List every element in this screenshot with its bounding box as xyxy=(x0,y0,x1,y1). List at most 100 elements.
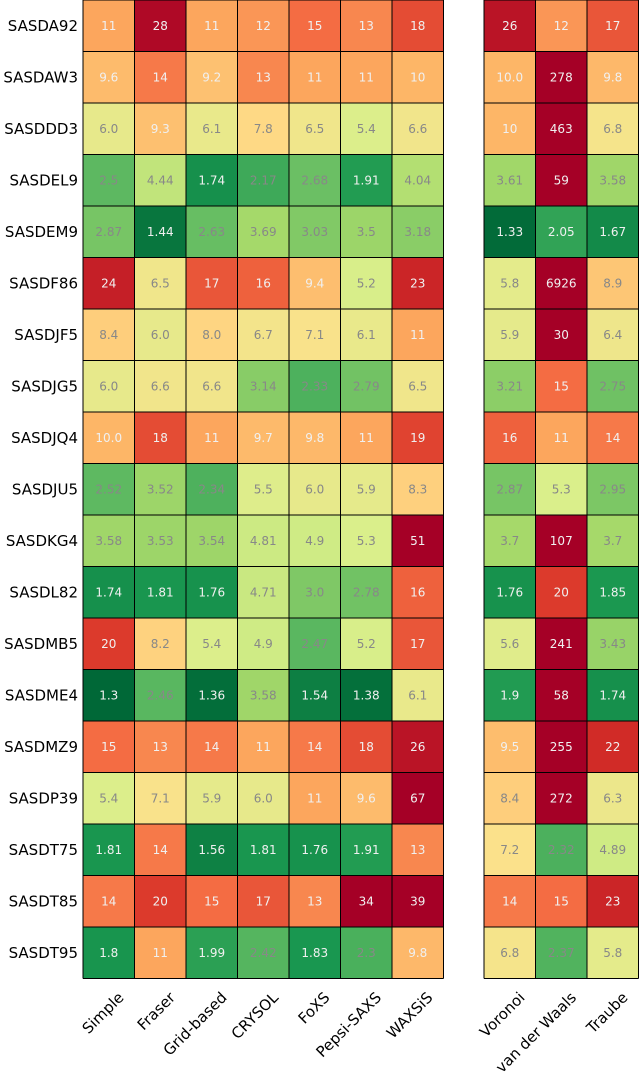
column-label: Voronoi xyxy=(476,989,528,1041)
cell-value-label: 2.52 xyxy=(95,482,122,496)
cell-value-label: 241 xyxy=(550,637,573,651)
heatmap-cell xyxy=(186,927,238,979)
row-label: SASDME4 xyxy=(5,686,78,704)
cell-value-label: 14 xyxy=(153,843,168,857)
heatmap-cell xyxy=(484,412,536,464)
cell-value-label: 6.7 xyxy=(254,328,273,342)
cell-value-label: 5.5 xyxy=(254,482,273,496)
cell-value-label: 6.6 xyxy=(151,379,170,393)
heatmap-cell xyxy=(484,772,536,824)
heatmap-cell xyxy=(237,566,289,618)
cell-value-label: 11 xyxy=(307,791,322,805)
cell-value-label: 30 xyxy=(554,328,569,342)
heatmap-cell xyxy=(134,463,186,515)
heatmap-cell xyxy=(134,669,186,721)
heatmap-cell xyxy=(587,309,639,361)
cell-value-label: 5.4 xyxy=(202,637,221,651)
cell-value-label: 16 xyxy=(256,276,271,290)
cell-value-label: 3.5 xyxy=(357,225,376,239)
heatmap-cell xyxy=(340,824,392,876)
heatmap-cell xyxy=(484,875,536,927)
heatmap-panel-2: 26 12 17 10.0 278 9.8 10 463 6.8 3.61 59 3.58 1.33 2.… xyxy=(483,0,639,979)
cell-value-label: 3.69 xyxy=(250,225,277,239)
cell-value-label: 3.61 xyxy=(496,173,523,187)
cell-value-label: 11 xyxy=(359,70,374,84)
heatmap-cell xyxy=(587,206,639,258)
cell-value-label: 1.74 xyxy=(95,585,122,599)
cell-value-label: 3.53 xyxy=(147,534,174,548)
cell-value-label: 9.8 xyxy=(408,946,427,960)
cell-value-label: 14 xyxy=(307,740,322,754)
cell-value-label: 6.1 xyxy=(408,688,427,702)
cell-value-label: 4.89 xyxy=(599,843,626,857)
cell-value-label: 4.04 xyxy=(404,173,431,187)
heatmap-cell xyxy=(484,515,536,567)
heatmap-cell xyxy=(392,669,444,721)
heatmap-cell xyxy=(340,206,392,258)
heatmap-cell xyxy=(289,51,341,103)
cell-value-label: 11 xyxy=(307,70,322,84)
cell-value-label: 1.67 xyxy=(599,225,626,239)
heatmap-cell xyxy=(237,0,289,52)
heatmap-cell xyxy=(134,154,186,206)
column-label: Fraser xyxy=(134,988,180,1034)
heatmap-cell xyxy=(289,463,341,515)
heatmap-cell xyxy=(289,103,341,155)
cell-value-label: 18 xyxy=(359,740,374,754)
heatmap-cell xyxy=(535,103,587,155)
heatmap-cell xyxy=(340,669,392,721)
heatmap-cell xyxy=(237,51,289,103)
heatmap-cell xyxy=(83,824,135,876)
heatmap-cell xyxy=(484,154,536,206)
heatmap-cell xyxy=(289,875,341,927)
cell-value-label: 5.8 xyxy=(500,276,519,290)
cell-value-label: 278 xyxy=(550,70,573,84)
heatmap-cell xyxy=(535,618,587,670)
cell-value-label: 11 xyxy=(554,431,569,445)
heatmap-cell xyxy=(392,721,444,773)
heatmap-cell xyxy=(484,824,536,876)
cell-value-label: 18 xyxy=(410,19,425,33)
heatmap-cell xyxy=(186,669,238,721)
cell-value-label: 1.81 xyxy=(95,843,122,857)
cell-value-label: 34 xyxy=(359,894,374,908)
cell-value-label: 14 xyxy=(502,894,517,908)
heatmap-cell xyxy=(83,669,135,721)
heatmap-cell xyxy=(340,309,392,361)
heatmap-cell xyxy=(535,257,587,309)
heatmap-cell xyxy=(289,360,341,412)
cell-value-label: 2.78 xyxy=(353,585,380,599)
column-label: CRYSOL xyxy=(228,988,283,1043)
cell-value-label: 26 xyxy=(502,19,517,33)
cell-value-label: 2.34 xyxy=(198,482,225,496)
cell-value-label: 255 xyxy=(550,740,573,754)
heatmap-cell xyxy=(392,824,444,876)
heatmap-cell xyxy=(340,772,392,824)
cell-value-label: 5.8 xyxy=(603,946,622,960)
cell-value-label: 28 xyxy=(153,19,168,33)
cell-value-label: 1.76 xyxy=(301,843,328,857)
heatmap-cell xyxy=(237,721,289,773)
cell-value-label: 1.38 xyxy=(353,688,380,702)
cell-value-label: 2.47 xyxy=(301,637,328,651)
heatmap-cell xyxy=(134,875,186,927)
heatmap-cell xyxy=(392,154,444,206)
heatmap-cell xyxy=(83,927,135,979)
heatmap-cell xyxy=(392,103,444,155)
cell-value-label: 1.91 xyxy=(353,843,380,857)
cell-value-label: 5.2 xyxy=(357,276,376,290)
cell-value-label: 6.8 xyxy=(603,122,622,136)
cells-layer: 11 28 11 12 15 13 18 9.6 14 9.2 13 11 11 10 6.0 9.3 6.1 7… xyxy=(82,0,639,979)
heatmap-cell xyxy=(392,309,444,361)
cell-value-label: 6.0 xyxy=(151,328,170,342)
cell-value-label: 5.2 xyxy=(357,637,376,651)
cell-value-label: 5.4 xyxy=(99,791,118,805)
cell-value-label: 16 xyxy=(502,431,517,445)
row-label: SASDJU5 xyxy=(12,480,78,498)
heatmap-cell xyxy=(289,669,341,721)
heatmap-cell xyxy=(134,618,186,670)
heatmap-cell xyxy=(587,927,639,979)
heatmap-cell xyxy=(535,0,587,52)
heatmap-cell xyxy=(134,309,186,361)
